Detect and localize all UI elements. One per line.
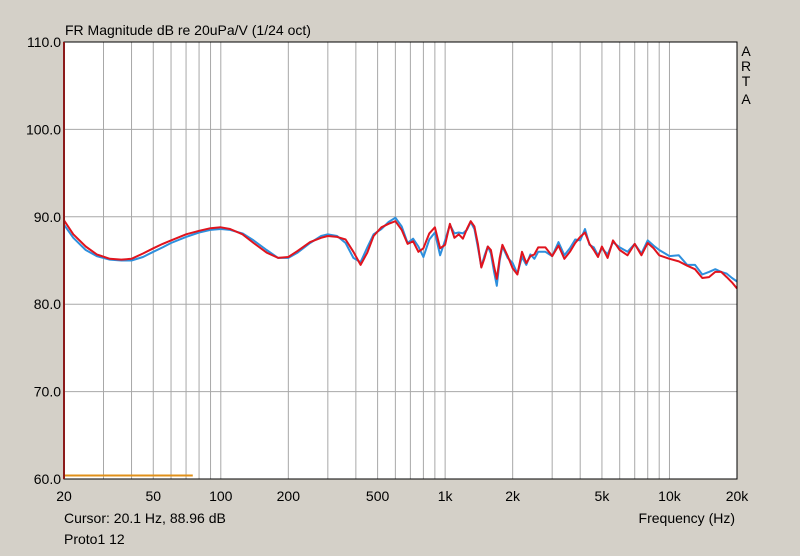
- series-line-red: [63, 219, 738, 290]
- x-tick-label: 5k: [595, 488, 611, 504]
- arta-letter: A: [741, 91, 751, 107]
- y-tick-label: 90.0: [34, 209, 61, 225]
- x-tick-label: 200: [277, 488, 301, 504]
- y-tick-label: 70.0: [34, 384, 61, 400]
- plot-area[interactable]: [64, 42, 737, 479]
- x-tick-labels: 20 50 100 200 500 1k 2k 5k 10k 20k: [56, 488, 749, 504]
- x-axis-title: Frequency (Hz): [639, 510, 735, 526]
- y-tick-labels: 60.0 70.0 80.0 90.0 100.0 110.0: [26, 34, 61, 487]
- x-tick-label: 50: [145, 488, 161, 504]
- arta-letter: T: [742, 73, 751, 89]
- x-tick-label: 2k: [505, 488, 521, 504]
- chart-title: FR Magnitude dB re 20uPa/V (1/24 oct): [65, 22, 311, 38]
- cursor-readout: Cursor: 20.1 Hz, 88.96 dB: [64, 510, 226, 526]
- x-tick-label: 20: [56, 488, 72, 504]
- y-tick-label: 100.0: [26, 121, 61, 137]
- x-tick-label: 10k: [658, 488, 682, 504]
- y-tick-label: 60.0: [34, 471, 61, 487]
- y-tick-label: 80.0: [34, 296, 61, 312]
- x-tick-label: 500: [366, 488, 390, 504]
- series-group: [63, 216, 738, 290]
- x-tick-label: 100: [209, 488, 233, 504]
- arta-letter: A: [741, 43, 751, 59]
- x-tick-label: 1k: [438, 488, 454, 504]
- arta-logo: A R T A: [741, 43, 751, 107]
- arta-letter: R: [741, 58, 751, 74]
- y-tick-label: 110.0: [27, 34, 61, 50]
- measurement-name: Proto1 12: [64, 531, 125, 547]
- x-tick-label: 20k: [726, 488, 750, 504]
